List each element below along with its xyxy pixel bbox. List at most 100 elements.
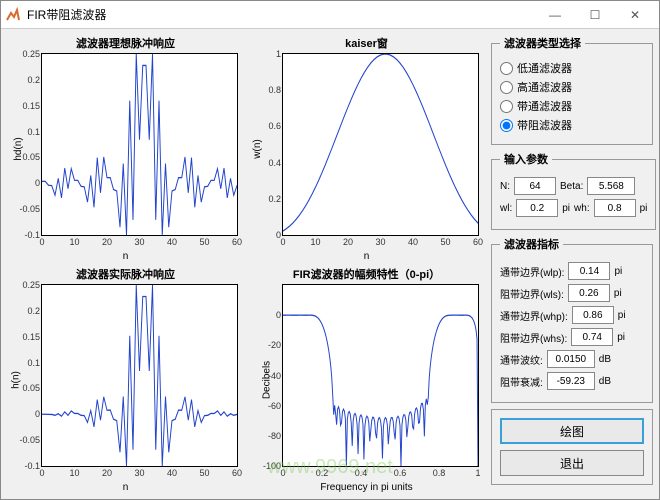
ytick: 0.25 bbox=[22, 49, 42, 59]
input-Beta[interactable] bbox=[587, 177, 635, 195]
ytick: -0.05 bbox=[19, 435, 42, 445]
radio-highpass[interactable]: 高通滤波器 bbox=[500, 79, 644, 95]
plot-ideal-impulse: 滤波器理想脉冲响应 hd(n) -0.1-0.0500.050.10.150.2… bbox=[7, 35, 244, 262]
plot-title: 滤波器理想脉冲响应 bbox=[7, 35, 244, 51]
xtick: 10 bbox=[69, 466, 79, 478]
radio-bandpass[interactable]: 带通滤波器 bbox=[500, 98, 644, 114]
plot-title: 滤波器实际脉冲响应 bbox=[7, 266, 244, 282]
radio-label: 低通滤波器 bbox=[517, 60, 572, 76]
xtick: 50 bbox=[199, 466, 209, 478]
plot-title: FIR滤波器的幅频特性（0-pi） bbox=[248, 266, 485, 282]
ytick: 0.2 bbox=[268, 194, 283, 204]
plot-kaiser-window: kaiser窗 w(n) 00.20.40.60.810102030405060… bbox=[248, 35, 485, 262]
radio-bandstop[interactable]: 带阻滤波器 bbox=[500, 117, 644, 133]
radio-label: 高通滤波器 bbox=[517, 79, 572, 95]
matlab-icon bbox=[5, 7, 21, 23]
unit-pi: pi bbox=[618, 310, 626, 321]
radio-input[interactable] bbox=[500, 62, 513, 75]
ytick: 0.8 bbox=[268, 85, 283, 95]
xtick: 60 bbox=[473, 235, 483, 247]
radio-input[interactable] bbox=[500, 119, 513, 132]
xtick: 60 bbox=[232, 466, 242, 478]
ytick: 0.6 bbox=[268, 121, 283, 131]
ytick: -40 bbox=[268, 371, 283, 381]
input-N[interactable] bbox=[514, 177, 556, 195]
xtick: 1 bbox=[475, 466, 480, 478]
label-Beta: Beta: bbox=[560, 181, 583, 192]
xtick: 0 bbox=[280, 466, 285, 478]
unit-pi: pi bbox=[614, 266, 622, 277]
label-whp: 通带边界(whp): bbox=[500, 308, 568, 323]
xtick: 30 bbox=[134, 466, 144, 478]
label-wlp: 通带边界(wlp): bbox=[500, 264, 564, 279]
label-wls: 阻带边界(wls): bbox=[500, 286, 564, 301]
xtick: 0.8 bbox=[433, 466, 446, 478]
ytick: 0 bbox=[35, 409, 42, 419]
unit-dB: dB bbox=[599, 376, 611, 387]
label-whs: 阻带边界(whs): bbox=[500, 330, 567, 345]
label-N: N: bbox=[500, 181, 510, 192]
input-wlp[interactable] bbox=[568, 262, 610, 280]
xtick: 50 bbox=[199, 235, 209, 247]
input-whs[interactable] bbox=[571, 328, 613, 346]
input-wl[interactable] bbox=[516, 199, 558, 217]
xtick: 30 bbox=[134, 235, 144, 247]
xtick: 0 bbox=[39, 466, 44, 478]
label-rs: 阻带衰减: bbox=[500, 374, 543, 389]
minimize-button[interactable]: — bbox=[535, 4, 575, 26]
ytick: -60 bbox=[268, 401, 283, 411]
group-legend: 输入参数 bbox=[500, 151, 552, 167]
ytick: 0.15 bbox=[22, 101, 42, 111]
ytick: 0.4 bbox=[268, 158, 283, 168]
plot-button[interactable]: 绘图 bbox=[500, 418, 644, 444]
xtick: 0 bbox=[280, 235, 285, 247]
ytick: 0 bbox=[35, 178, 42, 188]
ytick: 0.2 bbox=[27, 75, 42, 85]
input-rs[interactable] bbox=[547, 372, 595, 390]
xtick: 20 bbox=[102, 466, 112, 478]
maximize-button[interactable]: ☐ bbox=[575, 4, 615, 26]
xtick: 30 bbox=[375, 235, 385, 247]
input-wls[interactable] bbox=[568, 284, 610, 302]
exit-button[interactable]: 退出 bbox=[500, 450, 644, 476]
filter-type-group: 滤波器类型选择 低通滤波器高通滤波器带通滤波器带阻滤波器 bbox=[491, 35, 653, 145]
ytick: 0.1 bbox=[27, 358, 42, 368]
plot-axes: -0.1-0.0500.050.10.150.20.25010203040506… bbox=[41, 53, 238, 236]
titlebar: FIR带阻滤波器 — ☐ ✕ bbox=[1, 1, 659, 29]
radio-input[interactable] bbox=[500, 100, 513, 113]
xtick: 20 bbox=[343, 235, 353, 247]
close-button[interactable]: ✕ bbox=[615, 4, 655, 26]
specs-group: 滤波器指标 通带边界(wlp):pi 阻带边界(wls):pi 通带边界(whp… bbox=[491, 236, 653, 403]
xtick: 20 bbox=[102, 235, 112, 247]
xtick: 40 bbox=[408, 235, 418, 247]
unit-pi: pi bbox=[617, 332, 625, 343]
xtick: 50 bbox=[440, 235, 450, 247]
label-rp: 通带波纹: bbox=[500, 352, 543, 367]
xtick: 10 bbox=[310, 235, 320, 247]
radio-label: 带通滤波器 bbox=[517, 98, 572, 114]
ytick: 0.05 bbox=[22, 383, 42, 393]
radio-lowpass[interactable]: 低通滤波器 bbox=[500, 60, 644, 76]
unit-pi: pi bbox=[562, 203, 570, 214]
unit-pi: pi bbox=[614, 288, 622, 299]
xtick: 0.4 bbox=[355, 466, 368, 478]
xtick: 0.6 bbox=[394, 466, 407, 478]
input-whp[interactable] bbox=[572, 306, 614, 324]
plot-title: kaiser窗 bbox=[248, 35, 485, 51]
radio-label: 带阻滤波器 bbox=[517, 117, 572, 133]
radio-input[interactable] bbox=[500, 81, 513, 94]
app-window: FIR带阻滤波器 — ☐ ✕ 滤波器理想脉冲响应 hd(n) -0.1-0.05… bbox=[0, 0, 660, 500]
ytick: 0.05 bbox=[22, 152, 42, 162]
ytick: -0.05 bbox=[19, 204, 42, 214]
plot-grid: 滤波器理想脉冲响应 hd(n) -0.1-0.0500.050.10.150.2… bbox=[7, 35, 485, 493]
xtick: 0 bbox=[39, 235, 44, 247]
input-wh[interactable] bbox=[594, 199, 636, 217]
button-group: 绘图 退出 bbox=[491, 409, 653, 485]
ytick: 0.1 bbox=[27, 127, 42, 137]
ytick: 0.2 bbox=[27, 306, 42, 316]
ytick: -80 bbox=[268, 431, 283, 441]
plot-ylabel: w(n) bbox=[252, 139, 263, 158]
plot-actual-impulse: 滤波器实际脉冲响应 h(n) -0.1-0.0500.050.10.150.20… bbox=[7, 266, 244, 493]
input-rp[interactable] bbox=[547, 350, 595, 368]
xtick: 0.2 bbox=[316, 466, 329, 478]
